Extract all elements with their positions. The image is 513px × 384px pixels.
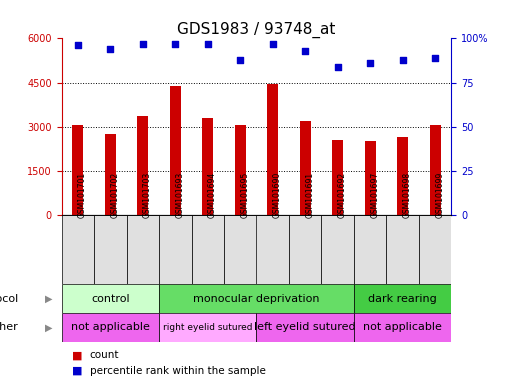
Text: GSM101693: GSM101693 <box>175 172 184 218</box>
Bar <box>170 86 181 215</box>
Bar <box>127 215 159 284</box>
Bar <box>72 125 84 215</box>
Bar <box>386 215 419 284</box>
Text: monocular deprivation: monocular deprivation <box>193 293 320 304</box>
Point <box>269 41 277 47</box>
Text: GSM101692: GSM101692 <box>338 172 347 218</box>
Bar <box>62 215 94 284</box>
Bar <box>191 215 224 284</box>
Bar <box>94 215 127 284</box>
Bar <box>354 215 386 284</box>
Text: ■: ■ <box>72 350 82 360</box>
Text: ▶: ▶ <box>45 322 52 333</box>
Bar <box>202 118 213 215</box>
Text: GSM101702: GSM101702 <box>110 172 120 218</box>
Bar <box>137 116 148 215</box>
Bar <box>159 215 191 284</box>
Point <box>204 41 212 47</box>
Text: not applicable: not applicable <box>71 322 150 333</box>
Bar <box>289 215 322 284</box>
Text: dark rearing: dark rearing <box>368 293 437 304</box>
Text: count: count <box>90 350 120 360</box>
Bar <box>256 215 289 284</box>
Bar <box>234 125 246 215</box>
Text: GSM101699: GSM101699 <box>435 172 444 218</box>
Bar <box>159 313 256 342</box>
Point <box>333 64 342 70</box>
Bar <box>354 313 451 342</box>
Text: GSM101690: GSM101690 <box>273 172 282 218</box>
Point <box>139 41 147 47</box>
Bar <box>159 284 354 313</box>
Text: GSM101691: GSM101691 <box>305 172 314 218</box>
Text: percentile rank within the sample: percentile rank within the sample <box>90 366 266 376</box>
Text: other: other <box>0 322 18 333</box>
Text: GSM101703: GSM101703 <box>143 172 152 218</box>
Bar <box>224 215 256 284</box>
Text: GSM101695: GSM101695 <box>240 172 249 218</box>
Point <box>366 60 374 66</box>
Text: protocol: protocol <box>0 293 18 304</box>
Point <box>301 48 309 54</box>
Text: GSM101697: GSM101697 <box>370 172 379 218</box>
Text: control: control <box>91 293 130 304</box>
Bar <box>256 313 354 342</box>
Bar <box>62 313 159 342</box>
Text: ■: ■ <box>72 366 82 376</box>
Bar <box>62 284 159 313</box>
Bar <box>397 137 408 215</box>
Bar <box>429 125 441 215</box>
Point <box>236 56 244 63</box>
Bar <box>419 215 451 284</box>
Point <box>74 42 82 48</box>
Point <box>399 56 407 63</box>
Bar <box>105 134 116 215</box>
Title: GDS1983 / 93748_at: GDS1983 / 93748_at <box>177 22 336 38</box>
Bar <box>365 141 376 215</box>
Bar <box>332 140 343 215</box>
Bar <box>322 215 354 284</box>
Point <box>431 55 439 61</box>
Text: GSM101694: GSM101694 <box>208 172 217 218</box>
Text: left eyelid sutured: left eyelid sutured <box>254 322 356 333</box>
Bar <box>354 284 451 313</box>
Bar <box>267 84 279 215</box>
Text: not applicable: not applicable <box>363 322 442 333</box>
Point <box>171 41 180 47</box>
Bar <box>300 121 311 215</box>
Point <box>106 46 114 52</box>
Text: GSM101698: GSM101698 <box>403 172 412 218</box>
Text: right eyelid sutured: right eyelid sutured <box>163 323 252 332</box>
Text: GSM101701: GSM101701 <box>78 172 87 218</box>
Text: ▶: ▶ <box>45 293 52 304</box>
